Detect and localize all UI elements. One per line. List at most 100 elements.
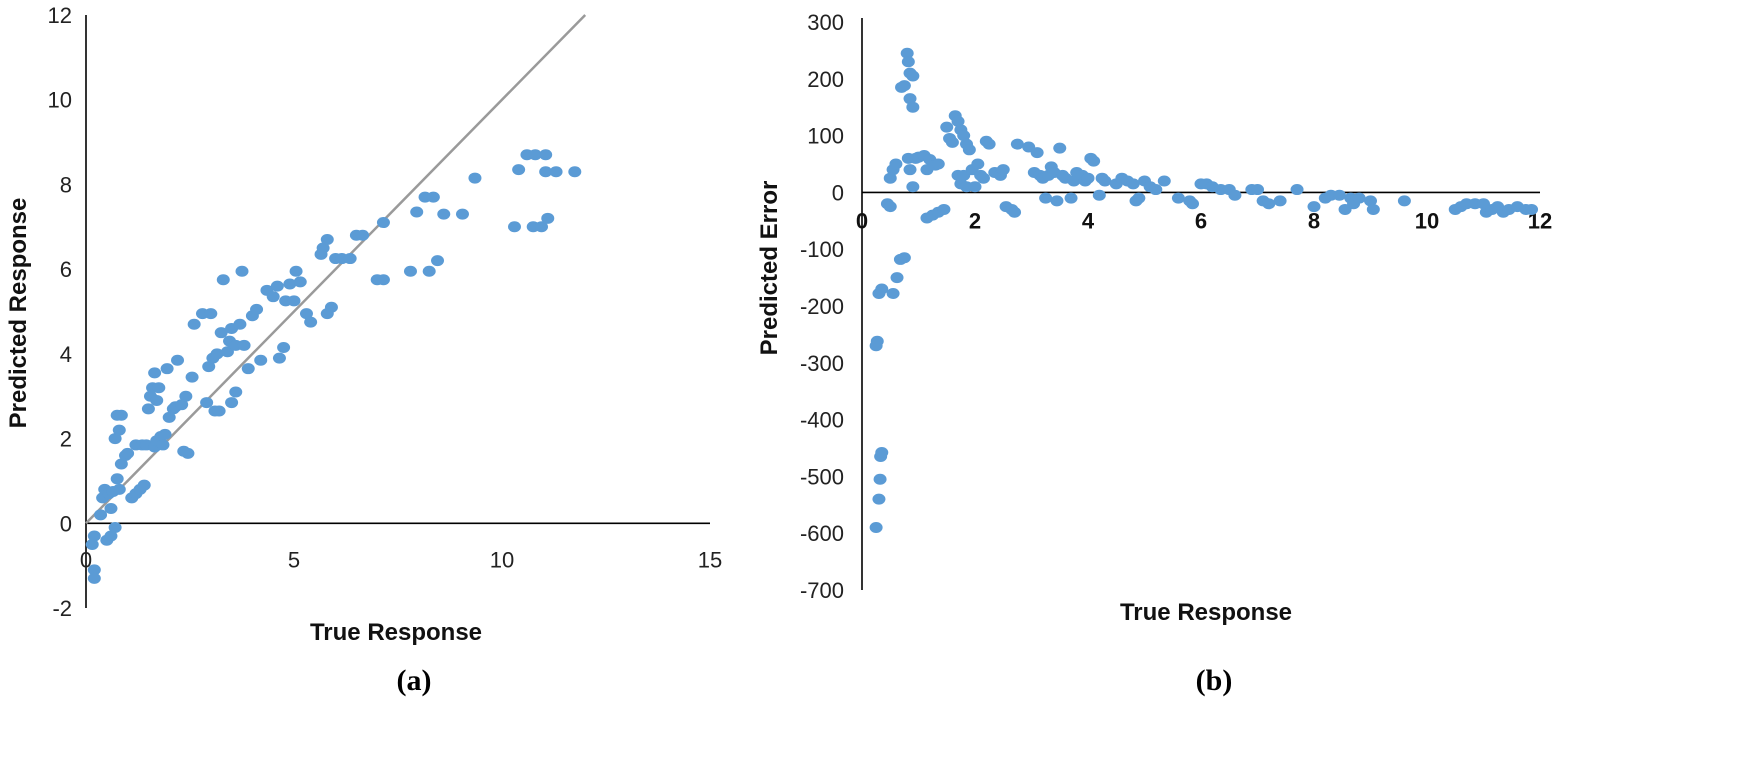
panel-b-point — [870, 335, 884, 347]
panel-a-point — [272, 352, 286, 364]
panel-a-point — [410, 206, 424, 218]
panel-b-x-label: True Response — [1120, 599, 1292, 626]
panel-b-point — [1290, 184, 1304, 196]
panel-b-points — [869, 47, 1539, 534]
panel-b-point — [1397, 195, 1411, 207]
panel-b-y-tick-label: -500 — [800, 464, 844, 489]
panel-a-point — [304, 316, 318, 328]
panel-a-point — [225, 397, 239, 409]
panel-a-point — [204, 308, 218, 320]
panel-a-point — [568, 166, 582, 178]
panel-b-point — [1251, 184, 1264, 196]
panel-a-point — [539, 166, 553, 178]
panel-b-point — [968, 181, 982, 193]
panel-b-point — [962, 144, 976, 156]
panel-a-point — [283, 278, 297, 290]
panel-a-point — [162, 411, 176, 423]
panel-b-x-tick-label: 8 — [1308, 208, 1320, 233]
panel-b-point — [1525, 203, 1539, 215]
panel-a-x-tick-label: 10 — [490, 547, 514, 572]
panel-a-point — [235, 265, 249, 277]
panel-a-point — [376, 217, 390, 229]
panel-b-y-tick-label: 0 — [832, 180, 844, 205]
panel-b-point — [906, 101, 920, 113]
panel-a-point — [324, 301, 338, 313]
panel-b-point — [945, 136, 959, 148]
panel-a-point — [179, 390, 193, 402]
panel-a-point — [87, 572, 101, 584]
panel-b-point — [872, 493, 886, 505]
panel-a-point — [293, 276, 307, 288]
panel-a-point — [108, 433, 122, 445]
panel-b-point — [971, 158, 985, 170]
panel-b-point — [1132, 192, 1146, 204]
panel-b-point — [1050, 195, 1064, 207]
panel-a-point — [403, 265, 417, 277]
panel-a-point — [104, 502, 118, 514]
panel-a-point — [237, 339, 251, 351]
panel-b-point — [875, 447, 889, 459]
panel-b-point — [1008, 206, 1022, 218]
panel-a-point — [431, 255, 445, 267]
panel-a-point — [289, 265, 303, 277]
panel-b-point — [1307, 201, 1321, 213]
panel-b-point — [1030, 147, 1044, 159]
panel-b-point — [1364, 195, 1377, 207]
panel-b-point — [883, 172, 897, 184]
panel-a-y-tick-label: 10 — [48, 88, 72, 113]
panel-a-y-ticks: -2 0 2 4 6 8 10 12 — [48, 3, 72, 621]
panel-b-point — [1081, 172, 1095, 184]
panel-a-x-ticks: 0 5 10 15 — [80, 547, 722, 572]
panel-a-point — [94, 509, 108, 521]
panel-b-point — [1352, 192, 1366, 204]
panel-b-point — [976, 172, 990, 184]
panel-b-point — [940, 121, 954, 133]
panel-a-y-tick-label: 8 — [60, 172, 72, 197]
panel-b-y-tick-label: -600 — [800, 521, 844, 546]
panel-b-point — [1010, 138, 1024, 150]
panel-b-point — [1171, 192, 1185, 204]
panel-b-point — [1262, 198, 1276, 210]
panel-b-point — [903, 164, 917, 176]
panel-a-label: (a) — [397, 664, 432, 697]
panel-b-point — [1186, 198, 1200, 210]
panel-a-point — [266, 291, 280, 303]
panel-a-point — [185, 371, 199, 383]
panel-b-point — [886, 288, 900, 300]
panel-a-point — [220, 346, 234, 358]
panel-a-point — [156, 439, 170, 451]
panel-b-point — [1366, 203, 1380, 215]
panel-a-point — [202, 361, 216, 373]
panel-b-point — [883, 201, 897, 213]
panel-a-point — [112, 483, 126, 495]
panel-b-y-tick-label: 100 — [807, 124, 844, 149]
panel-b-label: (b) — [1196, 664, 1233, 697]
panel-b-point — [890, 272, 904, 284]
panel-b-point — [957, 130, 971, 142]
panel-a-point — [210, 348, 224, 360]
panel-a-point — [426, 191, 440, 203]
panel-b-point — [1039, 192, 1053, 204]
panel-a-points — [85, 149, 582, 584]
panel-a-point — [277, 342, 291, 354]
panel-a-x-tick-label: 5 — [288, 547, 300, 572]
panel-b-point — [875, 283, 889, 295]
panel-b-point — [873, 473, 887, 485]
panel-a-point — [104, 530, 118, 542]
panel-a-point — [212, 405, 226, 417]
panel-b-point — [1157, 175, 1171, 187]
panel-b-point — [906, 70, 920, 82]
panel-b-point — [996, 164, 1010, 176]
panel-a-point — [320, 233, 334, 245]
panel-a-point — [437, 208, 451, 220]
panel-b-point — [1064, 192, 1078, 204]
panel-a-point — [87, 564, 101, 576]
panel-a-point — [160, 363, 174, 375]
panel-a-point — [200, 397, 214, 409]
panel-b-x-tick-label: 2 — [969, 208, 981, 233]
panel-a-point — [468, 172, 482, 184]
panel-b-point — [903, 93, 917, 105]
panel-b-point — [897, 252, 911, 264]
panel-a-point — [85, 538, 99, 550]
